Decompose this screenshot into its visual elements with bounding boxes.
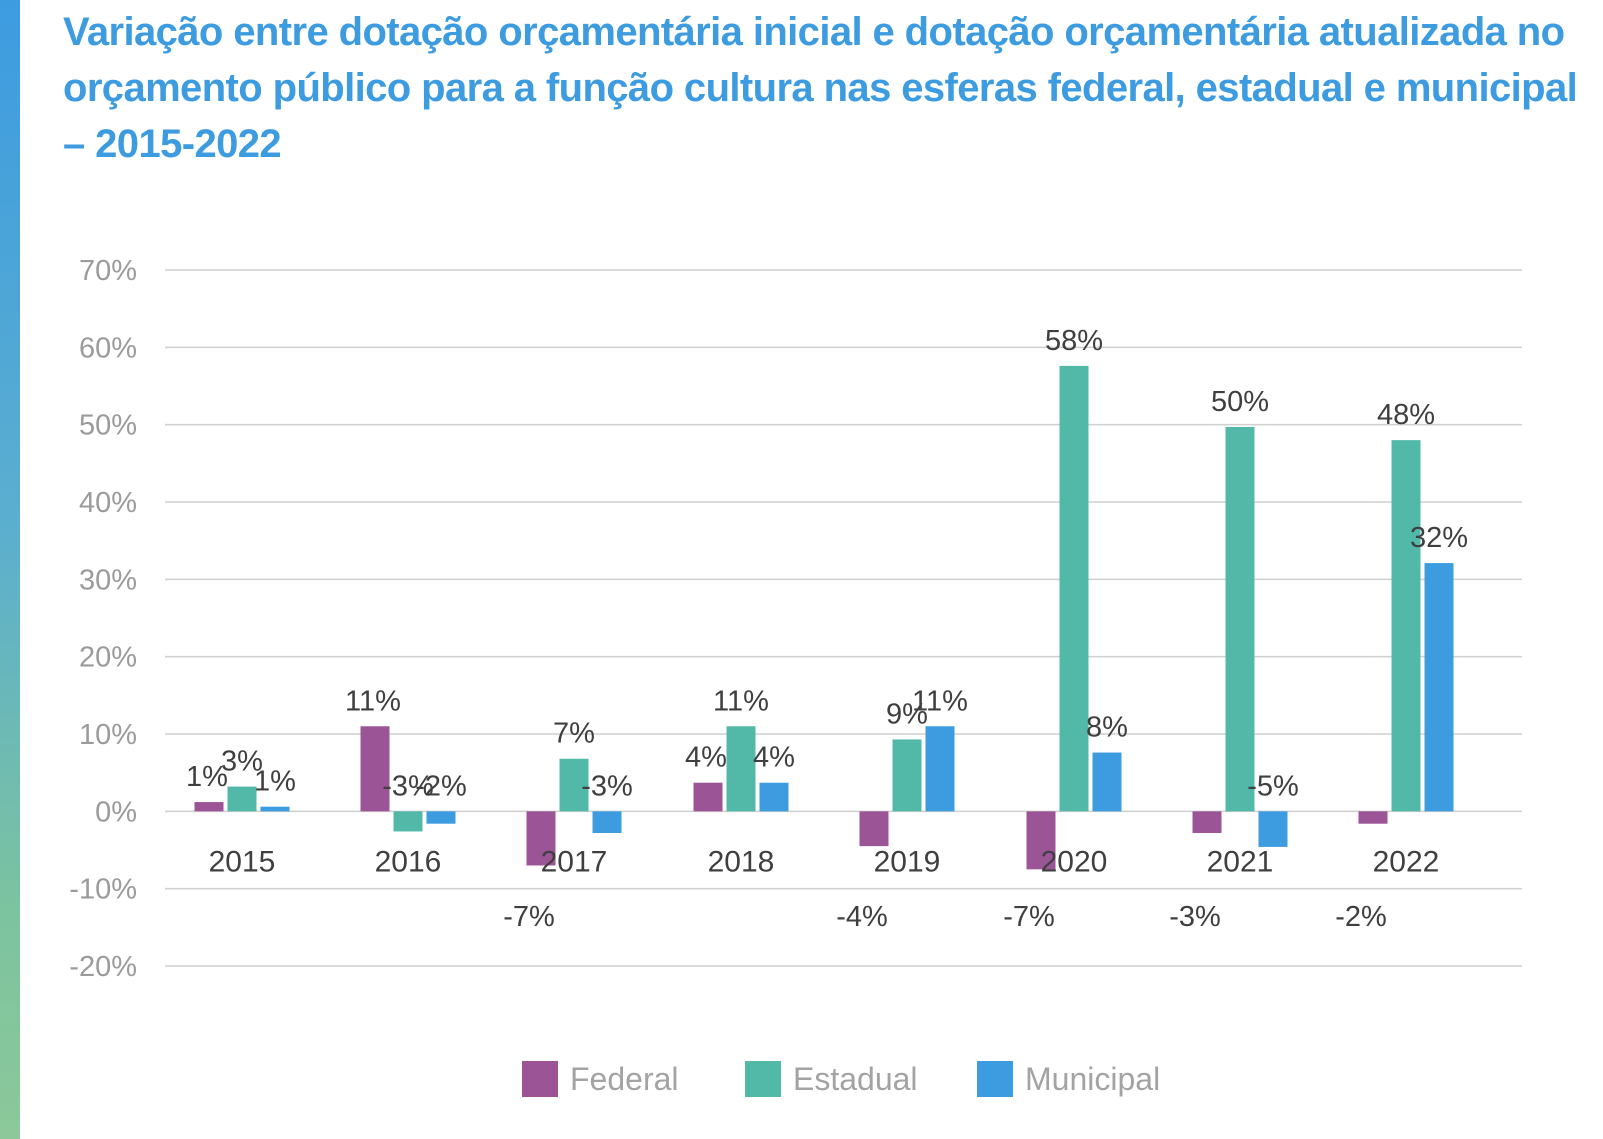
bar-federal-2018 [693,782,723,812]
data-label-municipal-2017: -3% [581,770,633,802]
data-label-estadual-2016: -3% [382,770,434,802]
legend-label-federal: Federal [570,1060,679,1097]
y-tick-label: 70% [79,255,137,287]
bar-estadual-2018 [726,726,756,812]
y-tick-label: 50% [79,410,137,442]
bar-federal-2022 [1358,811,1388,824]
x-category-label: 2022 [1373,845,1440,878]
data-label-federal-2016: 11% [345,685,401,717]
x-category-label: 2016 [375,845,442,878]
bar-estadual-2016 [393,811,423,832]
legend-item-municipal: Municipal [977,1058,1160,1100]
data-label-estadual-2022: 48% [1377,399,1435,431]
bar-federal-2016 [360,726,390,812]
y-tick-label: 0% [95,796,137,828]
bar-municipal-2016 [426,811,456,824]
bar-municipal-2018 [759,782,789,812]
legend-item-federal: Federal [522,1058,679,1100]
data-label-federal-2015: 1% [186,761,228,793]
bar-estadual-2015 [227,786,257,812]
side-accent-bar [0,0,20,1139]
x-category-label: 2018 [708,845,775,878]
x-category-label: 2021 [1207,845,1274,878]
y-tick-label: 20% [79,642,137,674]
bar-municipal-2022 [1424,563,1454,812]
data-label-estadual-2017: 7% [553,718,595,750]
bar-federal-2017 [526,811,556,866]
bar-municipal-2017 [592,811,622,833]
y-tick-label: 40% [79,487,137,519]
data-label-estadual-2015: 3% [221,746,263,778]
bar-municipal-2015 [260,806,290,812]
y-tick-label: 30% [79,564,137,596]
y-tick-label: 10% [79,719,137,751]
legend-item-estadual: Estadual [745,1058,918,1100]
x-category-label: 2015 [209,845,276,878]
bar-estadual-2022 [1391,440,1421,812]
data-label-municipal-2015: 1% [254,766,296,798]
y-tick-label: -20% [69,951,137,983]
bar-estadual-2020 [1059,365,1089,812]
data-label-estadual-2018: 11% [713,685,769,717]
bar-federal-2015 [194,802,224,812]
legend-swatch-estadual [745,1061,781,1097]
data-label-municipal-2022: 32% [1410,522,1468,554]
data-label-federal-2019: -4% [836,901,888,933]
x-category-label: 2019 [874,845,941,878]
data-label-estadual-2021: 50% [1211,386,1269,418]
legend-label-estadual: Estadual [793,1060,918,1097]
data-label-federal-2018: 4% [685,742,727,774]
x-category-label: 2017 [541,845,608,878]
legend-swatch-municipal [977,1061,1013,1097]
bar-federal-2019 [859,811,889,847]
legend: Federal Estadual Municipal [0,1058,1603,1100]
bar-federal-2021 [1192,811,1222,833]
chart-title: Variação entre dotação orçamentária inic… [63,10,1578,166]
data-label-municipal-2018: 4% [753,742,795,774]
data-label-estadual-2020: 58% [1045,325,1103,357]
bar-estadual-2017 [559,758,589,812]
data-label-estadual-2019: 9% [886,698,928,730]
legend-label-municipal: Municipal [1025,1060,1161,1097]
bar-estadual-2021 [1225,426,1255,812]
bar-federal-2020 [1026,811,1056,870]
data-label-federal-2021: -3% [1169,901,1221,933]
legend-swatch-federal [522,1061,558,1097]
bar-municipal-2021 [1258,811,1288,847]
bar-municipal-2020 [1092,752,1122,812]
data-label-municipal-2016: -2% [415,770,467,802]
y-tick-label: -10% [69,874,137,906]
bar-estadual-2019 [892,739,922,812]
data-label-federal-2020: -7% [1003,901,1055,933]
data-label-municipal-2019: 11% [912,685,968,717]
y-tick-label: 60% [79,332,137,364]
data-label-federal-2017: -7% [503,901,555,933]
data-label-municipal-2021: -5% [1247,770,1299,802]
x-category-label: 2020 [1041,845,1108,878]
data-label-municipal-2020: 8% [1086,712,1128,744]
bar-municipal-2019 [925,726,955,812]
data-label-federal-2022: -2% [1335,901,1387,933]
